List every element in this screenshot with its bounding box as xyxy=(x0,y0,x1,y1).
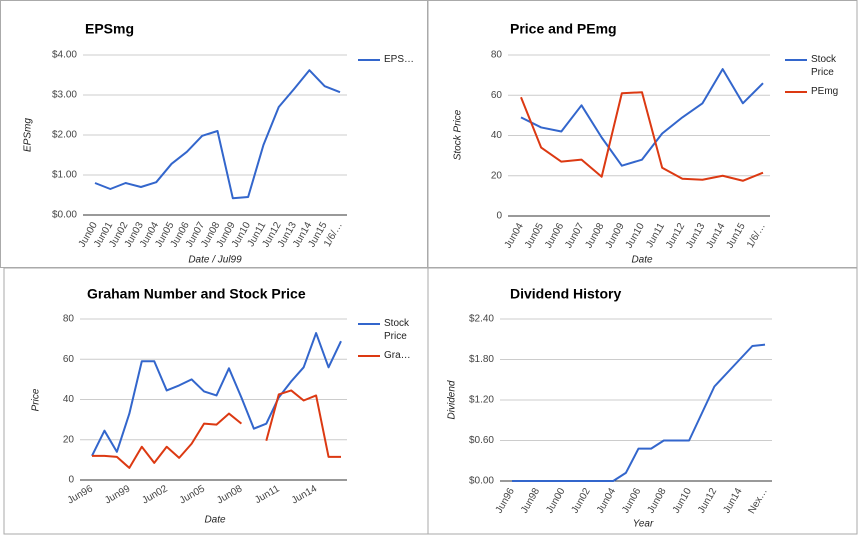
chart-title: Price and PEmg xyxy=(510,21,617,37)
y-tick-label: $3.00 xyxy=(52,90,77,101)
y-tick-label: 0 xyxy=(68,475,74,486)
panel xyxy=(0,0,428,268)
y-tick-label: $0.00 xyxy=(469,476,494,487)
series-line xyxy=(512,343,766,482)
series-line xyxy=(94,69,341,200)
y-tick-label: 40 xyxy=(63,394,75,405)
y-tick-label: 80 xyxy=(63,314,75,325)
legend-item: Gra… xyxy=(384,350,411,361)
y-tick-label: $0.00 xyxy=(52,210,77,221)
panel xyxy=(427,0,858,268)
legend-label: PEmg xyxy=(811,86,839,97)
y-axis-title: EPSmg xyxy=(23,118,34,152)
legend-item: Stock Price xyxy=(384,318,410,342)
series-line xyxy=(520,91,764,182)
y-tick-label: $0.60 xyxy=(469,435,494,446)
series-line xyxy=(91,332,342,457)
y-tick-label: 0 xyxy=(496,211,502,222)
chart-title: Graham Number and Stock Price xyxy=(87,286,306,302)
legend-item: PEmg xyxy=(811,86,839,97)
y-tick-label: 40 xyxy=(491,130,503,141)
series-line xyxy=(520,68,764,167)
y-axis-title: Price xyxy=(31,388,42,411)
y-tick-label: $2.00 xyxy=(52,130,77,141)
legend-label: EPS… xyxy=(384,54,415,65)
panel xyxy=(427,267,858,535)
x-axis-title: Year xyxy=(633,519,654,530)
y-tick-label: 60 xyxy=(63,354,75,365)
panel xyxy=(3,267,429,535)
legend-item: Stock Price xyxy=(811,54,837,78)
y-axis-title: Dividend xyxy=(447,380,458,419)
y-tick-label: 20 xyxy=(63,434,75,445)
y-tick-label: $1.80 xyxy=(469,354,494,365)
y-tick-label: $1.20 xyxy=(469,395,494,406)
legend-item: EPS… xyxy=(384,54,415,65)
legend-label: Stock Price xyxy=(384,318,410,342)
y-tick-label: 20 xyxy=(491,170,503,181)
y-tick-label: 80 xyxy=(491,50,503,61)
x-axis-title: Date xyxy=(631,255,653,266)
y-tick-label: $1.00 xyxy=(52,170,77,181)
legend-label: Stock Price xyxy=(811,54,837,78)
y-tick-label: $2.40 xyxy=(469,314,494,325)
x-axis-title: Date / Jul99 xyxy=(188,255,242,266)
series-line xyxy=(265,389,341,458)
chart-title: EPSmg xyxy=(85,21,134,37)
y-tick-label: 60 xyxy=(491,90,503,101)
y-axis-title: Stock Price xyxy=(453,109,464,160)
x-axis-title: Date xyxy=(204,515,226,526)
chart-title: Dividend History xyxy=(510,286,621,302)
y-tick-label: $4.00 xyxy=(52,50,77,61)
legend-label: Gra… xyxy=(384,350,411,361)
series-line xyxy=(92,412,243,469)
